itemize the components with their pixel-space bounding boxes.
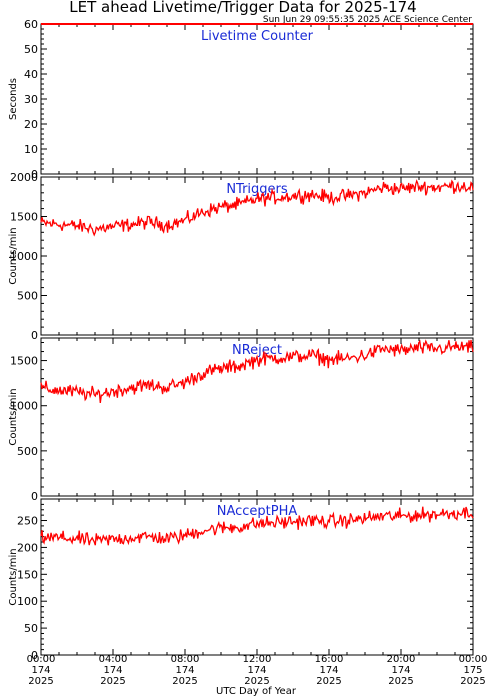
y-tick-label: 200 (17, 541, 38, 554)
y-tick-label: 10 (24, 143, 38, 156)
x-tick-label: 174 (175, 665, 194, 676)
x-tick-label: 20:00 (387, 654, 416, 665)
panel-0: 0 10 20 30 40 50 60 Seconds Livetime Counter (8, 18, 474, 181)
panel-3: 0 50 100 150 200 250 Counts/min NAcceptPHA (8, 498, 474, 662)
x-tick-label: 174 (391, 665, 410, 676)
x-tick-label: 2025 (460, 676, 485, 687)
y-tick-label: 0 (31, 649, 38, 662)
x-tick-label: 00:00 (27, 654, 56, 665)
x-tick-label: 04:00 (99, 654, 128, 665)
x-tick-label: 2025 (316, 676, 341, 687)
x-tick-label: 174 (103, 665, 122, 676)
y-tick-label: 1500 (10, 355, 38, 368)
x-tick-label: 2025 (244, 676, 269, 687)
plot-frame (40, 23, 474, 175)
y-tick-label: 250 (17, 515, 38, 528)
x-tick-label: 2025 (100, 676, 125, 687)
y-tick-label: 60 (24, 18, 38, 31)
y-tick-label: 500 (17, 290, 38, 303)
y-tick-label: 150 (17, 568, 38, 581)
y-tick-label: 50 (24, 622, 38, 635)
y-tick-label: 2000 (10, 171, 38, 184)
x-tick-label: 2025 (28, 676, 53, 687)
y-axis-label: Seconds (8, 78, 19, 120)
y-tick-label: 100 (17, 595, 38, 608)
y-tick-label: 0 (31, 168, 38, 181)
y-axis-label: Counts/min (8, 227, 19, 284)
x-tick-label: 174 (31, 665, 50, 676)
y-tick-label: 1000 (10, 400, 38, 413)
series-line (40, 506, 474, 546)
panel-label: NAcceptPHA (217, 504, 298, 519)
x-axis: 00:00174202504:00174202508:00174202512:0… (27, 654, 487, 687)
panel-label: NReject (232, 343, 282, 358)
panel-2: 0 500 1000 1500 Counts/min NReject (8, 337, 474, 503)
x-tick-label: 175 (463, 665, 482, 676)
x-tick-label: 174 (247, 665, 266, 676)
panel-label: Livetime Counter (201, 29, 314, 44)
timestamp-text: Sun Jun 29 09:55:35 2025 ACE Science Cen… (263, 15, 472, 25)
plot-frame (40, 337, 474, 497)
y-tick-label: 0 (31, 329, 38, 342)
y-tick-label: 500 (17, 445, 38, 458)
x-tick-label: 16:00 (315, 654, 344, 665)
plot-frame (40, 176, 474, 336)
series-line (40, 339, 474, 403)
y-tick-label: 30 (24, 93, 38, 106)
x-axis-title: UTC Day of Year (216, 686, 297, 697)
y-tick-label: 0 (31, 490, 38, 503)
y-tick-label: 50 (24, 43, 38, 56)
y-tick-label: 1500 (10, 211, 38, 224)
x-tick-label: 00:00 (459, 654, 487, 665)
x-tick-label: 174 (319, 665, 338, 676)
chart-title: LET ahead Livetime/Trigger Data for 2025… (69, 0, 416, 16)
y-axis-label: Counts/min (8, 388, 19, 445)
series-line (40, 179, 474, 237)
x-tick-label: 08:00 (171, 654, 200, 665)
y-tick-label: 1000 (10, 250, 38, 263)
x-tick-label: 12:00 (243, 654, 272, 665)
y-axis-label: Counts/min (8, 548, 19, 605)
y-tick-label: 40 (24, 68, 38, 81)
x-tick-label: 2025 (172, 676, 197, 687)
y-tick-label: 20 (24, 118, 38, 131)
x-tick-label: 2025 (388, 676, 413, 687)
